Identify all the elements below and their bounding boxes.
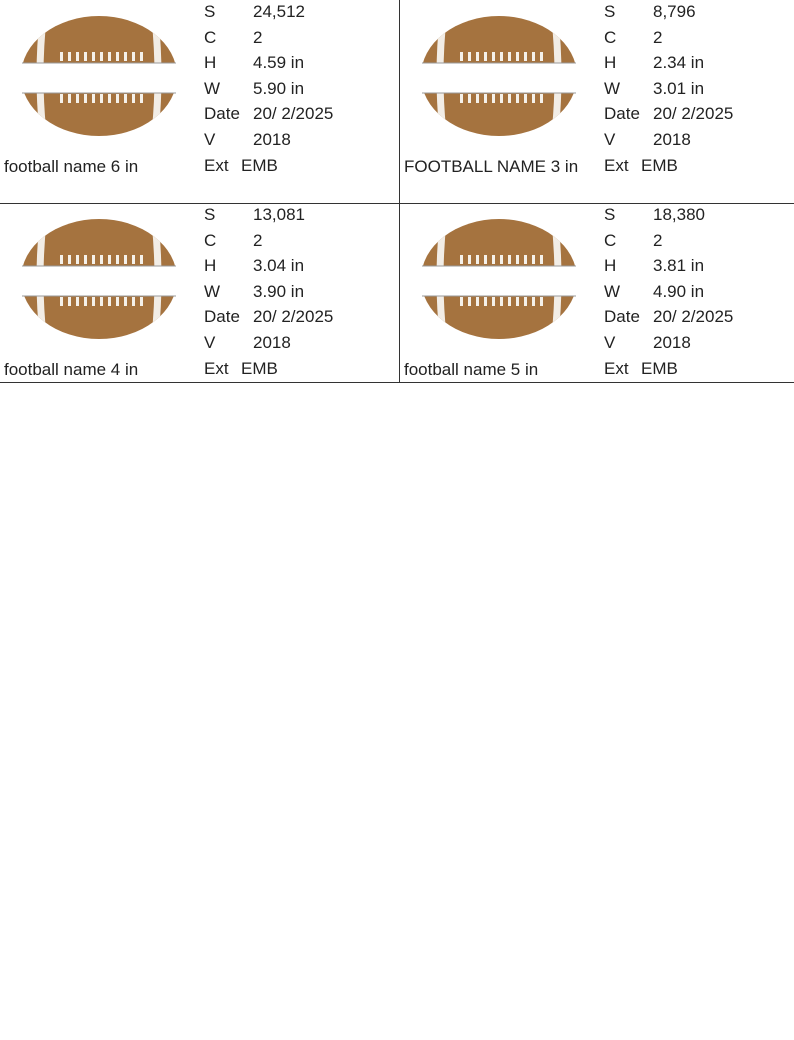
field-value: 4.59 in <box>253 53 305 73</box>
field-value: EMB <box>641 358 678 378</box>
field-value: 2.34 in <box>653 53 705 73</box>
design-name: FOOTBALL NAME 3 in <box>404 157 579 176</box>
field-value: 3.81 in <box>653 256 705 276</box>
field-value: 2 <box>653 230 663 250</box>
field-key: H <box>604 256 617 276</box>
field-key: Date <box>204 104 240 124</box>
field-value: 2018 <box>253 333 291 352</box>
field-key: C <box>204 27 217 47</box>
field-value: 20/ 2/2025 <box>253 104 334 124</box>
field-value: 8,796 <box>653 2 696 21</box>
field-key: Ext <box>604 358 629 378</box>
field-key: V <box>604 333 616 352</box>
field-key: H <box>604 53 617 73</box>
football-image <box>0 219 200 339</box>
field-value: 2 <box>253 27 263 47</box>
field-value: EMB <box>241 155 278 175</box>
field-value: 2018 <box>653 333 691 352</box>
cell: football name 4 in S 13,081 C 2 H 3.04 in W 3.90… <box>0 203 400 406</box>
field-key: H <box>204 256 217 276</box>
design-name: football name 4 in <box>4 360 139 379</box>
field-key: V <box>204 130 216 149</box>
field-value: 20/ 2/2025 <box>653 104 734 124</box>
field-value: 3.90 in <box>253 281 305 301</box>
field-key: Ext <box>204 358 229 378</box>
field-key: S <box>604 2 616 21</box>
field-value: 3.01 in <box>653 78 705 98</box>
field-key: C <box>204 230 217 250</box>
field-key: Ext <box>604 155 629 175</box>
cell: FOOTBALL NAME 3 in S 8,796 C 2 H 2.34 in W 3.01 … <box>400 0 794 203</box>
field-key: S <box>204 2 216 21</box>
divider <box>0 203 794 204</box>
football-image <box>0 16 200 136</box>
field-value: EMB <box>641 155 678 175</box>
field-value: 3.04 in <box>253 256 305 276</box>
field-value: 18,380 <box>653 205 705 224</box>
field-key: S <box>604 205 616 224</box>
field-value: 2018 <box>653 130 691 149</box>
field-key: Date <box>604 104 640 124</box>
field-value: 4.90 in <box>653 281 705 301</box>
field-key: W <box>204 281 221 301</box>
football-image <box>400 219 600 339</box>
cell: football name 5 in S 18,380 C 2 H 3.81 in W 4.90… <box>400 203 794 406</box>
football-image <box>400 16 600 136</box>
field-value: 2018 <box>253 130 291 149</box>
cell: football name 6 in S 24,512 C 2 H 4.59 in W 5.90… <box>0 0 400 203</box>
field-value: 5.90 in <box>253 78 305 98</box>
field-value: 24,512 <box>253 2 305 21</box>
design-name: football name 6 in <box>4 157 139 176</box>
field-key: Date <box>604 307 640 327</box>
field-value: 13,081 <box>253 205 305 224</box>
field-key: C <box>604 27 617 47</box>
design-name: football name 5 in <box>404 360 539 379</box>
field-key: V <box>604 130 616 149</box>
field-key: W <box>204 78 221 98</box>
field-key: C <box>604 230 617 250</box>
divider <box>0 382 794 383</box>
field-key: W <box>604 78 621 98</box>
field-value: 20/ 2/2025 <box>253 307 334 327</box>
divider <box>399 0 400 383</box>
field-value: 2 <box>253 230 263 250</box>
field-key: W <box>604 281 621 301</box>
field-value: EMB <box>241 358 278 378</box>
field-key: Date <box>204 307 240 327</box>
field-key: H <box>204 53 217 73</box>
field-key: Ext <box>204 155 229 175</box>
field-value: 20/ 2/2025 <box>653 307 734 327</box>
field-value: 2 <box>653 27 663 47</box>
field-key: S <box>204 205 216 224</box>
field-key: V <box>204 333 216 352</box>
